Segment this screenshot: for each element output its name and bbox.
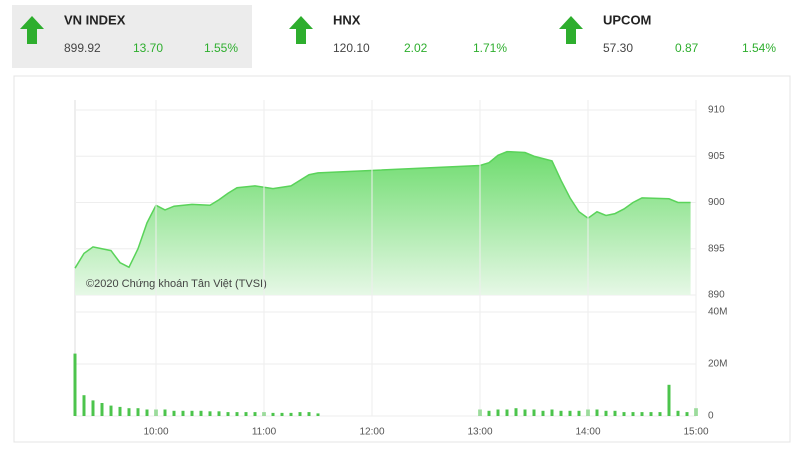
index-pct: 1.71%: [473, 41, 507, 55]
index-value: 899.92: [64, 41, 101, 55]
index-change: 13.70: [133, 41, 163, 55]
x-tick-label: 15:00: [683, 427, 708, 438]
x-tick-label: 12:00: [359, 427, 384, 438]
volume-bar: [271, 412, 275, 416]
volume-bar: [532, 409, 536, 416]
volume-bar: [163, 409, 167, 416]
volume-bar: [550, 409, 554, 416]
volume-bar: [595, 409, 599, 416]
volume-bar: [289, 412, 293, 416]
index-pct: 1.55%: [204, 41, 238, 55]
index-name: HNX: [333, 12, 361, 27]
volume-bar: [577, 410, 581, 416]
volume-bar: [541, 410, 545, 416]
volume-bar: [604, 410, 608, 416]
y-tick-label: 20M: [708, 359, 727, 370]
volume-bar: [127, 408, 131, 416]
volume-bar: [217, 411, 221, 416]
price-area: [75, 151, 691, 295]
x-tick-label: 11:00: [252, 427, 277, 438]
volume-bar: [568, 410, 572, 416]
volume-bar: [685, 412, 689, 416]
x-tick-label: 10:00: [143, 427, 168, 438]
volume-bar: [136, 408, 140, 416]
volume-bar: [199, 410, 203, 416]
volume-bar: [514, 408, 518, 416]
volume-bar: [307, 412, 311, 416]
volume-bar: [208, 411, 212, 416]
index-value: 120.10: [333, 41, 370, 55]
volume-bar: [523, 409, 527, 416]
index-value: 57.30: [603, 41, 633, 55]
volume-bar: [244, 412, 248, 416]
price-line: [74, 150, 691, 269]
volume-bar: [118, 406, 122, 416]
y-tick-label: 0: [708, 411, 714, 422]
volume-bar: [181, 410, 185, 416]
volume-bar: [640, 412, 644, 416]
chart-frame: [13, 75, 791, 443]
volume-bar: [658, 412, 662, 416]
x-tick-label: 13:00: [467, 427, 492, 438]
y-tick-label: 905: [708, 151, 725, 162]
index-change: 0.87: [675, 41, 699, 55]
volume-bar: [73, 353, 77, 416]
y-tick-label: 40M: [708, 307, 727, 318]
volume-bar: [559, 410, 563, 416]
volume-bar: [226, 412, 230, 416]
volume-bar: [109, 405, 113, 416]
arrows: [20, 16, 583, 44]
y-tick-label: 895: [708, 243, 725, 254]
y-tick-label: 900: [708, 197, 725, 208]
volume-bar: [91, 400, 95, 416]
volume-bar: [613, 410, 617, 416]
volume-bar: [667, 384, 671, 416]
y-tick-label: 890: [708, 290, 725, 301]
volume-bar: [496, 409, 500, 416]
volume-bar: [145, 409, 149, 416]
y-tick-label: 910: [708, 105, 725, 116]
volume-bar: [487, 410, 491, 416]
volume-bar: [505, 409, 509, 416]
volume-bar: [190, 410, 194, 416]
volume-bar: [172, 410, 176, 416]
index-name: VN INDEX: [64, 12, 126, 27]
volume-bar: [316, 413, 320, 416]
volume-bar: [649, 412, 653, 416]
volume-bar: [676, 410, 680, 416]
volume-bar: [100, 403, 104, 416]
volume-bar: [622, 412, 626, 416]
index-name: UPCOM: [603, 12, 651, 27]
volume-bar: [235, 412, 239, 416]
active-tile: [12, 5, 252, 68]
volume-bar: [631, 412, 635, 416]
volume-bar: [280, 412, 284, 416]
volume-bar: [82, 395, 86, 416]
index-pct: 1.54%: [742, 41, 776, 55]
copyright: ©2020 Chứng khoán Tân Việt (TVSI): [86, 278, 267, 290]
index-change: 2.02: [404, 41, 428, 55]
volume-bar: [253, 412, 257, 416]
volume-bar: [298, 412, 302, 416]
x-tick-label: 14:00: [575, 427, 600, 438]
